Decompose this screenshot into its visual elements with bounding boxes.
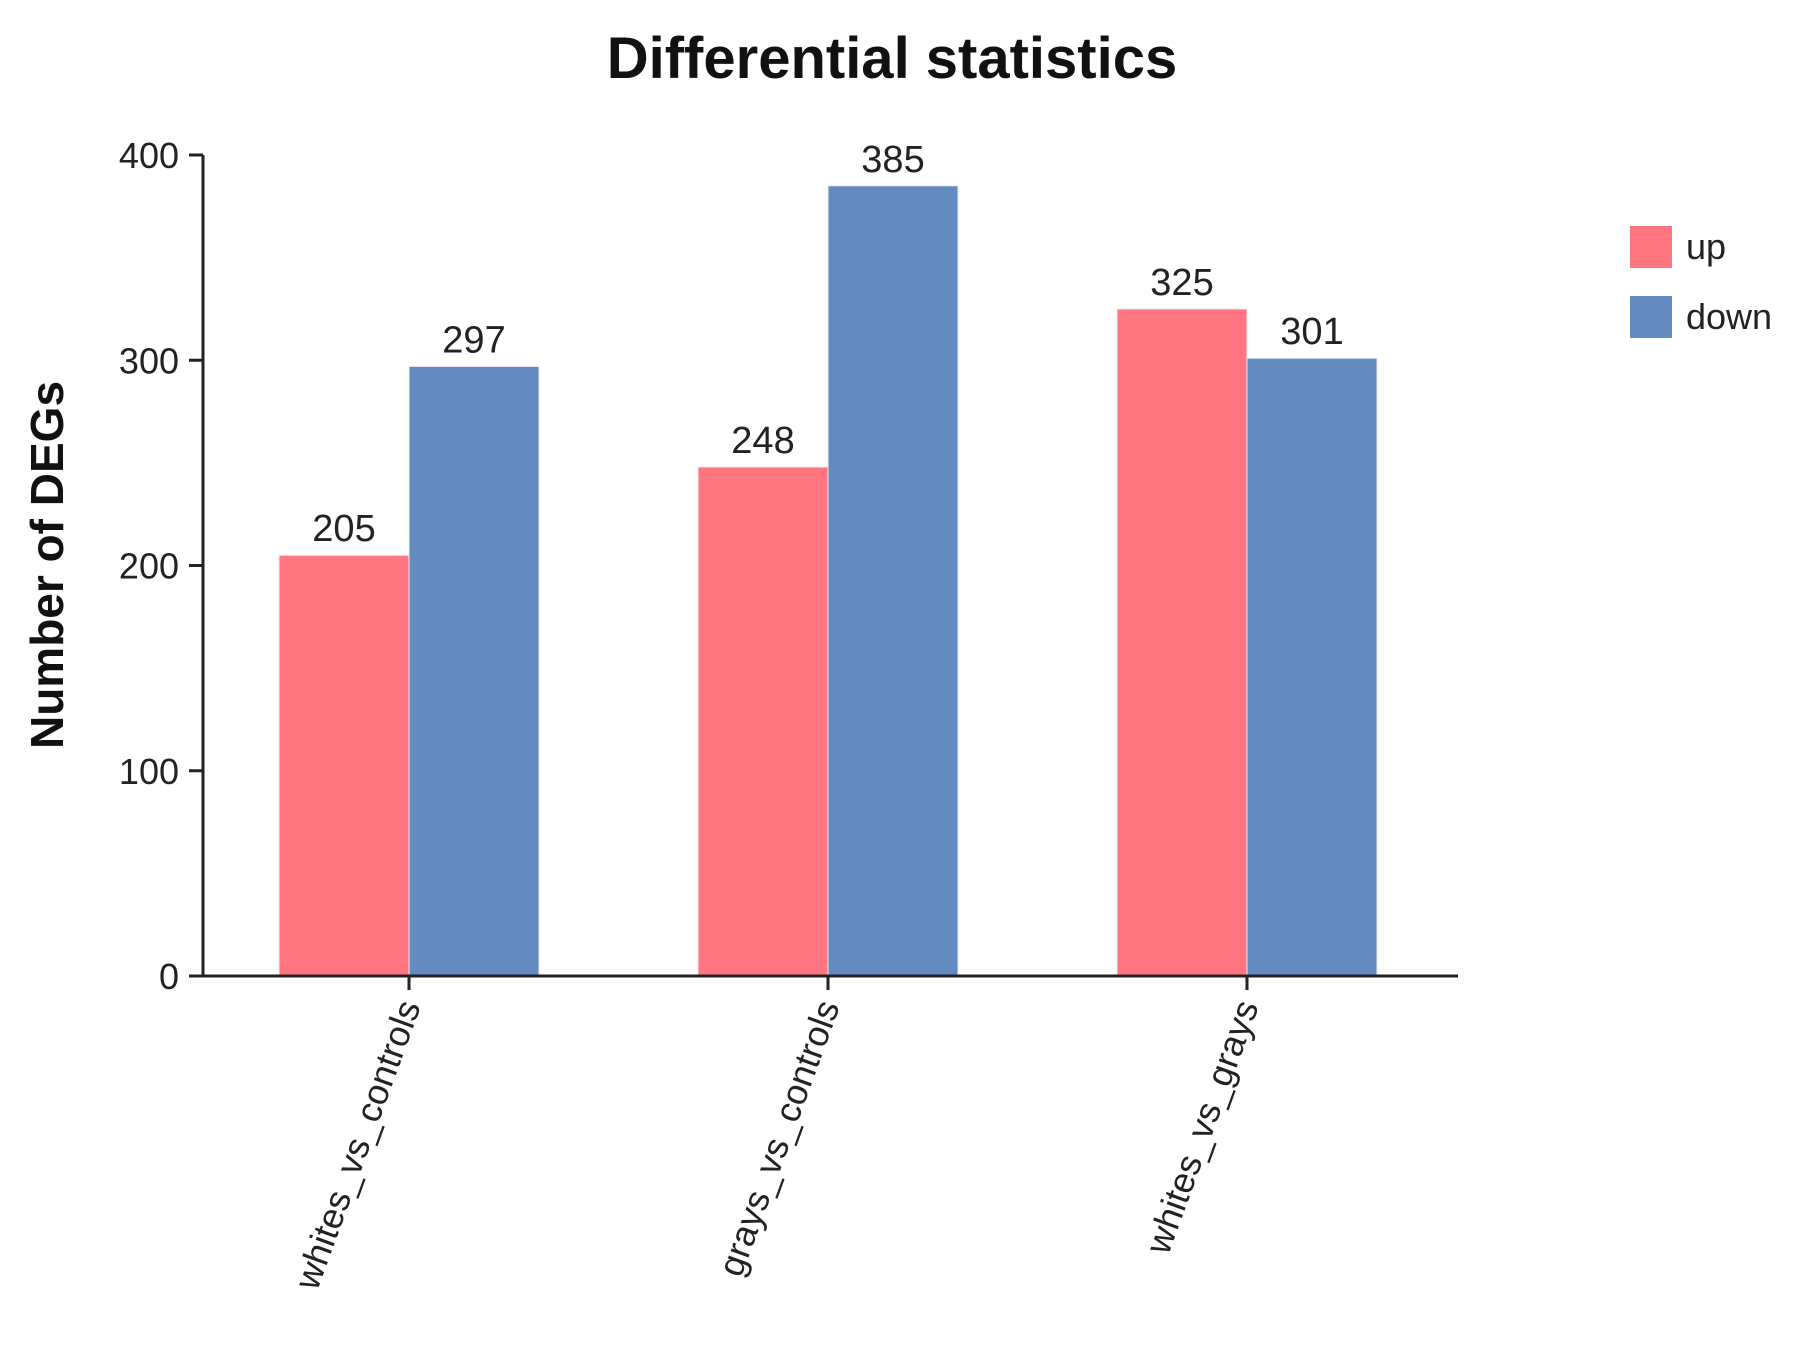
- bar-down-whites_vs_controls: [408, 365, 540, 977]
- y-tick-label: 400: [119, 135, 179, 176]
- value-label-down-grays_vs_controls: 385: [861, 139, 924, 181]
- legend-swatch-down: [1630, 296, 1672, 338]
- bar-up-whites_vs_controls: [278, 554, 410, 977]
- legend: up down: [1630, 226, 1772, 338]
- value-label-up-whites_vs_grays: 325: [1150, 262, 1213, 304]
- y-axis-ticks: 0 100 200 300 400: [119, 135, 203, 997]
- bar-up-grays_vs_controls: [697, 466, 829, 977]
- bars-group: [278, 185, 1378, 977]
- y-tick-label: 300: [119, 340, 179, 381]
- value-label-down-whites_vs_grays: 301: [1280, 311, 1343, 353]
- x-tick-label: grays_vs_controls: [710, 995, 848, 1282]
- legend-label-down: down: [1686, 296, 1772, 337]
- legend-label-up: up: [1686, 226, 1726, 267]
- y-tick-label: 200: [119, 546, 179, 587]
- legend-swatch-up: [1630, 226, 1672, 268]
- value-label-up-whites_vs_controls: 205: [312, 508, 375, 550]
- value-label-up-grays_vs_controls: 248: [731, 420, 794, 462]
- bar-down-grays_vs_controls: [827, 185, 959, 977]
- value-label-down-whites_vs_controls: 297: [442, 319, 505, 361]
- y-axis-label: Number of DEGs: [21, 381, 73, 749]
- x-axis-ticks: whites_vs_controls grays_vs_controls white…: [286, 976, 1267, 1295]
- plot-area: 0 100 200 300 400 205 297 248 385 325 301 whites_…: [119, 135, 1458, 1295]
- x-tick-label: whites_vs_grays: [1137, 995, 1267, 1260]
- y-tick-label: 100: [119, 751, 179, 792]
- x-tick-label: whites_vs_controls: [286, 995, 429, 1296]
- y-tick-label: 0: [159, 956, 179, 997]
- chart-title: Differential statistics: [607, 26, 1178, 91]
- bar-up-whites_vs_grays: [1116, 308, 1248, 977]
- value-labels-group: 205 297 248 385 325 301: [312, 139, 1343, 550]
- bar-down-whites_vs_grays: [1246, 357, 1378, 977]
